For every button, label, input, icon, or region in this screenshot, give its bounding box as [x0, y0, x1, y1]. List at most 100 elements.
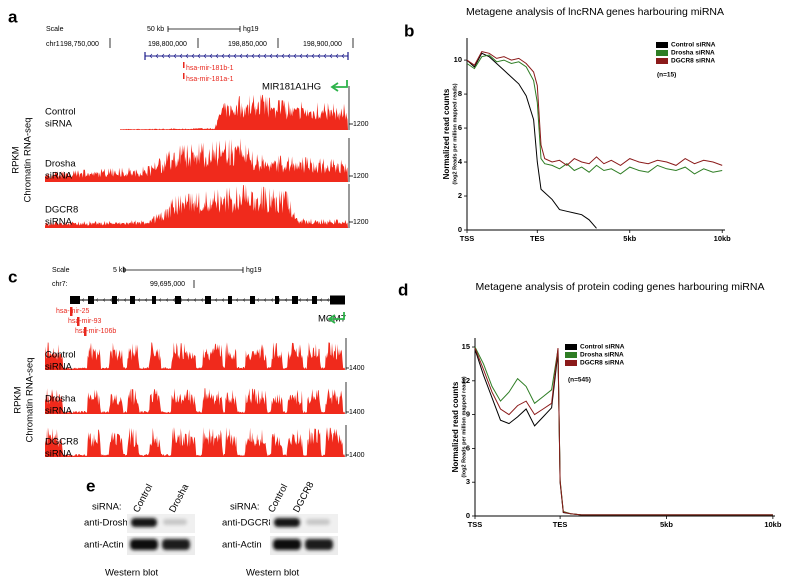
- legend-label: DGCR8 siRNA: [580, 360, 624, 367]
- intron-arrow: [155, 53, 159, 59]
- antibody-label: anti-Drosha: [84, 518, 134, 529]
- intron-arrow: [185, 53, 189, 59]
- track-name: Drosha: [45, 159, 76, 170]
- intron-arrow: [167, 53, 171, 59]
- series-line: [474, 349, 773, 516]
- intron-arrow: [203, 53, 207, 59]
- x-tick-label: TSS: [460, 234, 475, 243]
- intron-arrow: [209, 53, 213, 59]
- track-name: siRNA: [45, 362, 73, 373]
- blot-band: [162, 539, 190, 550]
- y-tick-label: 15: [462, 342, 470, 351]
- intron-arrow: [270, 298, 274, 302]
- intron-arrow: [215, 53, 219, 59]
- y-tick-label: 0: [458, 225, 462, 234]
- coverage-track: [45, 184, 348, 228]
- strand-arrow-head: [330, 82, 339, 92]
- exon: [130, 296, 135, 304]
- intron-arrow: [158, 298, 162, 302]
- x-tick-label: 5kb: [623, 234, 636, 243]
- lane-label: Drosha: [167, 482, 191, 515]
- blot-band: [305, 539, 333, 550]
- series-line: [466, 51, 723, 167]
- exon: [175, 296, 181, 304]
- y-axis-sublabel: (log2 Reads per million mapped reads): [452, 83, 458, 184]
- track-scale: 1200: [353, 219, 369, 226]
- intron-arrow: [326, 298, 330, 302]
- y-tick-label: 4: [458, 157, 463, 166]
- gene-name: MIR181A1HG: [262, 82, 321, 93]
- exon: [292, 296, 298, 304]
- series-line: [466, 52, 597, 229]
- panel-letter: c: [8, 267, 17, 286]
- track-scale: 1200: [353, 121, 369, 128]
- mirna-mark: [183, 62, 185, 68]
- track-scale: 1200: [353, 173, 369, 180]
- strand-arrow: [333, 80, 348, 88]
- blot-caption: Western blot: [105, 568, 159, 579]
- y-tick-label: 6: [458, 123, 462, 132]
- exon: [330, 295, 345, 305]
- intron-arrow: [312, 298, 316, 302]
- intron-arrow: [233, 53, 237, 59]
- series-line: [474, 346, 773, 516]
- track-scale: 1400: [349, 452, 365, 459]
- blot-caption: Western blot: [246, 568, 300, 579]
- intron-arrow: [193, 298, 197, 302]
- y-tick-label: 10: [454, 55, 462, 64]
- mirna-mark: [183, 73, 185, 79]
- strand-arrow: [330, 312, 345, 320]
- y-tick-label: 0: [466, 511, 470, 520]
- y-label: Chromatin RNA-seq: [25, 358, 36, 443]
- legend-label: Drosha siRNA: [580, 352, 624, 359]
- antibody-label: anti-Actin: [222, 540, 262, 551]
- series-line: [474, 347, 773, 516]
- intron-arrow: [335, 53, 339, 59]
- intron-arrow: [235, 298, 239, 302]
- legend-label: DGCR8 siRNA: [671, 58, 715, 65]
- exon: [88, 296, 94, 304]
- intron-arrow: [123, 298, 127, 302]
- intron-arrow: [239, 53, 243, 59]
- track-scale: 1400: [349, 409, 365, 416]
- scale-bar-label: 50 kb: [147, 26, 164, 33]
- track-name: siRNA: [45, 171, 73, 182]
- lane-label: Control: [131, 482, 155, 514]
- x-tick-label: 10kb: [764, 520, 782, 529]
- intron-arrow: [249, 298, 253, 302]
- y-axis-label: Normalized read counts: [451, 381, 460, 472]
- intron-arrow: [200, 298, 204, 302]
- track-name: siRNA: [45, 406, 73, 417]
- blot-row-label: siRNA:: [92, 502, 122, 513]
- intron-arrow: [221, 298, 225, 302]
- legend-swatch: [565, 352, 577, 358]
- intron-arrow: [151, 298, 155, 302]
- intron-arrow: [245, 53, 249, 59]
- coverage-track: [45, 388, 345, 414]
- panel-letter: a: [8, 7, 18, 26]
- y-axis-label: Normalized read counts: [442, 88, 451, 179]
- intron-arrow: [293, 53, 297, 59]
- intron-arrow: [251, 53, 255, 59]
- strand-arrow-head: [327, 314, 336, 324]
- x-tick-label: 10kb: [714, 234, 732, 243]
- exon: [228, 296, 232, 304]
- y-tick-label: 2: [458, 191, 462, 200]
- track-name: Control: [45, 107, 76, 118]
- intron-arrow: [221, 53, 225, 59]
- coverage-track: [45, 342, 345, 370]
- y-label: Chromatin RNA-seq: [23, 118, 34, 203]
- intron-arrow: [329, 53, 333, 59]
- legend-swatch: [565, 344, 577, 350]
- intron-arrow: [207, 298, 211, 302]
- blot-band: [131, 518, 157, 527]
- intron-arrow: [81, 298, 85, 302]
- panel-letter: d: [398, 280, 408, 299]
- intron-arrow: [130, 298, 134, 302]
- coverage-track: [120, 94, 348, 130]
- chart-title: Metagene analysis of protein coding gene…: [476, 281, 765, 293]
- mirna-label: hsa-mir-25: [56, 308, 90, 315]
- intron-arrow: [109, 298, 113, 302]
- intron-arrow: [144, 298, 148, 302]
